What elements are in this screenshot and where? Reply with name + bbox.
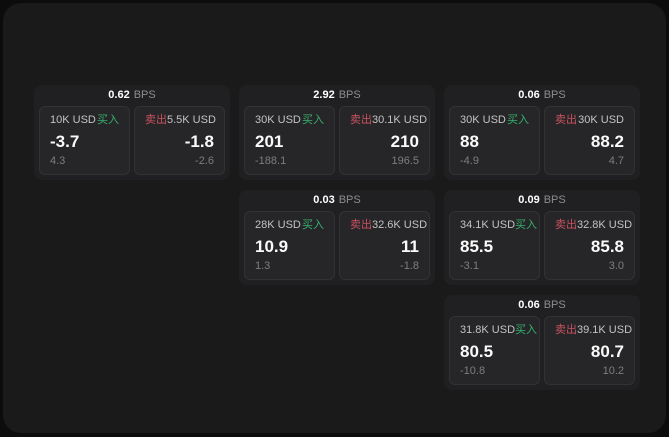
- quote-card: 0.06 BPS 31.8K USD 买入 80.5 -10.8 卖出 39.1…: [444, 295, 640, 390]
- sell-amount: 30.1K USD: [372, 114, 428, 126]
- sell-side-label: 卖出: [350, 114, 372, 126]
- buy-quote-tile[interactable]: 28K USD 买入 10.9 1.3: [244, 211, 335, 280]
- sell-price: 11: [401, 236, 419, 256]
- quote-card-body: 30K USD 买入 201 -188.1 卖出 30.1K USD 210 1…: [244, 106, 430, 175]
- quote-card-body: 10K USD 买入 -3.7 4.3 卖出 5.5K USD -1.8 -2.…: [39, 106, 225, 175]
- buy-quote-tile[interactable]: 34.1K USD 买入 85.5 -3.1: [449, 211, 540, 280]
- quote-card: 0.03 BPS 28K USD 买入 10.9 1.3 卖出 32.6K US…: [239, 190, 435, 285]
- sell-sub-value: 196.5: [391, 155, 419, 167]
- buy-sub-value: -10.8: [460, 365, 486, 377]
- sell-sub-value: 3.0: [608, 260, 624, 272]
- buy-price: -3.7: [50, 131, 80, 151]
- buy-amount: 31.8K USD: [460, 324, 516, 336]
- buy-amount: 30K USD: [460, 114, 506, 126]
- quote-card: 0.62 BPS 10K USD 买入 -3.7 4.3 卖出 5.5K USD: [34, 85, 230, 180]
- quote-card-body: 28K USD 买入 10.9 1.3 卖出 32.6K USD 11 -1.8: [244, 211, 430, 280]
- sell-price: -1.8: [184, 131, 214, 151]
- buy-sub-value: -4.9: [460, 155, 479, 167]
- quote-cards-grid: 0.62 BPS 10K USD 买入 -3.7 4.3 卖出 5.5K USD: [34, 85, 640, 390]
- sell-price: 85.8: [590, 236, 624, 256]
- sell-price: 80.7: [590, 341, 624, 361]
- spread-header: 0.62 BPS: [39, 85, 225, 106]
- quote-card: 0.06 BPS 30K USD 买入 88 -4.9 卖出 30K USD: [444, 85, 640, 180]
- buy-amount: 28K USD: [255, 219, 301, 231]
- quote-card-body: 30K USD 买入 88 -4.9 卖出 30K USD 88.2 4.7: [449, 106, 635, 175]
- buy-sub-value: 1.3: [255, 260, 271, 272]
- quote-card: 2.92 BPS 30K USD 买入 201 -188.1 卖出 30.1K …: [239, 85, 435, 180]
- sell-side-label: 卖出: [555, 114, 577, 126]
- quote-card-body: 31.8K USD 买入 80.5 -10.8 卖出 39.1K USD 80.…: [449, 316, 635, 385]
- spread-value: 0.09: [518, 194, 540, 206]
- sell-side-label: 卖出: [145, 114, 167, 126]
- sell-quote-tile[interactable]: 卖出 32.6K USD 11 -1.8: [339, 211, 430, 280]
- buy-amount: 30K USD: [255, 114, 301, 126]
- spread-header: 0.06 BPS: [449, 295, 635, 316]
- app-window: 0.62 BPS 10K USD 买入 -3.7 4.3 卖出 5.5K USD: [3, 3, 666, 433]
- spread-value: 2.92: [313, 89, 335, 101]
- buy-side-label: 买入: [302, 219, 324, 231]
- buy-price: 80.5: [460, 341, 494, 361]
- buy-side-label: 买入: [515, 324, 538, 336]
- sell-side-label: 卖出: [555, 219, 577, 231]
- spread-header: 0.06 BPS: [449, 85, 635, 106]
- buy-side-label: 买入: [97, 114, 119, 126]
- sell-side-label: 卖出: [350, 219, 372, 231]
- spread-unit: BPS: [543, 194, 566, 206]
- buy-amount: 34.1K USD: [460, 219, 516, 231]
- spread-value: 0.06: [518, 89, 540, 101]
- sell-sub-value: -2.6: [195, 155, 214, 167]
- spread-header: 2.92 BPS: [244, 85, 430, 106]
- buy-side-label: 买入: [507, 114, 529, 126]
- buy-sub-value: -188.1: [255, 155, 287, 167]
- sell-side-label: 卖出: [555, 324, 577, 336]
- sell-amount: 30K USD: [578, 114, 624, 126]
- spread-unit: BPS: [338, 89, 361, 101]
- sell-sub-value: 10.2: [602, 365, 624, 377]
- buy-sub-value: 4.3: [50, 155, 66, 167]
- buy-quote-tile[interactable]: 31.8K USD 买入 80.5 -10.8: [449, 316, 540, 385]
- sell-quote-tile[interactable]: 卖出 32.8K USD 85.8 3.0: [544, 211, 635, 280]
- spread-header: 0.03 BPS: [244, 190, 430, 211]
- spread-value: 0.62: [108, 89, 130, 101]
- sell-sub-value: -1.8: [400, 260, 419, 272]
- quote-card-body: 34.1K USD 买入 85.5 -3.1 卖出 32.8K USD 85.8…: [449, 211, 635, 280]
- buy-price: 85.5: [460, 236, 494, 256]
- quote-card: 0.09 BPS 34.1K USD 买入 85.5 -3.1 卖出 32.8K…: [444, 190, 640, 285]
- sell-quote-tile[interactable]: 卖出 39.1K USD 80.7 10.2: [544, 316, 635, 385]
- sell-amount: 32.6K USD: [372, 219, 428, 231]
- spread-unit: BPS: [543, 89, 566, 101]
- sell-amount: 32.8K USD: [577, 219, 633, 231]
- buy-amount: 10K USD: [50, 114, 96, 126]
- buy-side-label: 买入: [302, 114, 324, 126]
- sell-price: 210: [390, 131, 419, 151]
- buy-price: 88: [460, 131, 479, 151]
- sell-quote-tile[interactable]: 卖出 5.5K USD -1.8 -2.6: [134, 106, 225, 175]
- buy-quote-tile[interactable]: 30K USD 买入 88 -4.9: [449, 106, 540, 175]
- spread-header: 0.09 BPS: [449, 190, 635, 211]
- spread-unit: BPS: [543, 299, 566, 311]
- spread-unit: BPS: [133, 89, 156, 101]
- sell-amount: 5.5K USD: [167, 114, 216, 126]
- sell-amount: 39.1K USD: [577, 324, 633, 336]
- buy-side-label: 买入: [515, 219, 538, 231]
- sell-price: 88.2: [590, 131, 624, 151]
- buy-quote-tile[interactable]: 10K USD 买入 -3.7 4.3: [39, 106, 130, 175]
- spread-unit: BPS: [338, 194, 361, 206]
- spread-value: 0.06: [518, 299, 540, 311]
- buy-quote-tile[interactable]: 30K USD 买入 201 -188.1: [244, 106, 335, 175]
- sell-quote-tile[interactable]: 卖出 30.1K USD 210 196.5: [339, 106, 430, 175]
- buy-price: 10.9: [255, 236, 289, 256]
- sell-quote-tile[interactable]: 卖出 30K USD 88.2 4.7: [544, 106, 635, 175]
- buy-sub-value: -3.1: [460, 260, 479, 272]
- buy-price: 201: [255, 131, 284, 151]
- sell-sub-value: 4.7: [608, 155, 624, 167]
- spread-value: 0.03: [313, 194, 335, 206]
